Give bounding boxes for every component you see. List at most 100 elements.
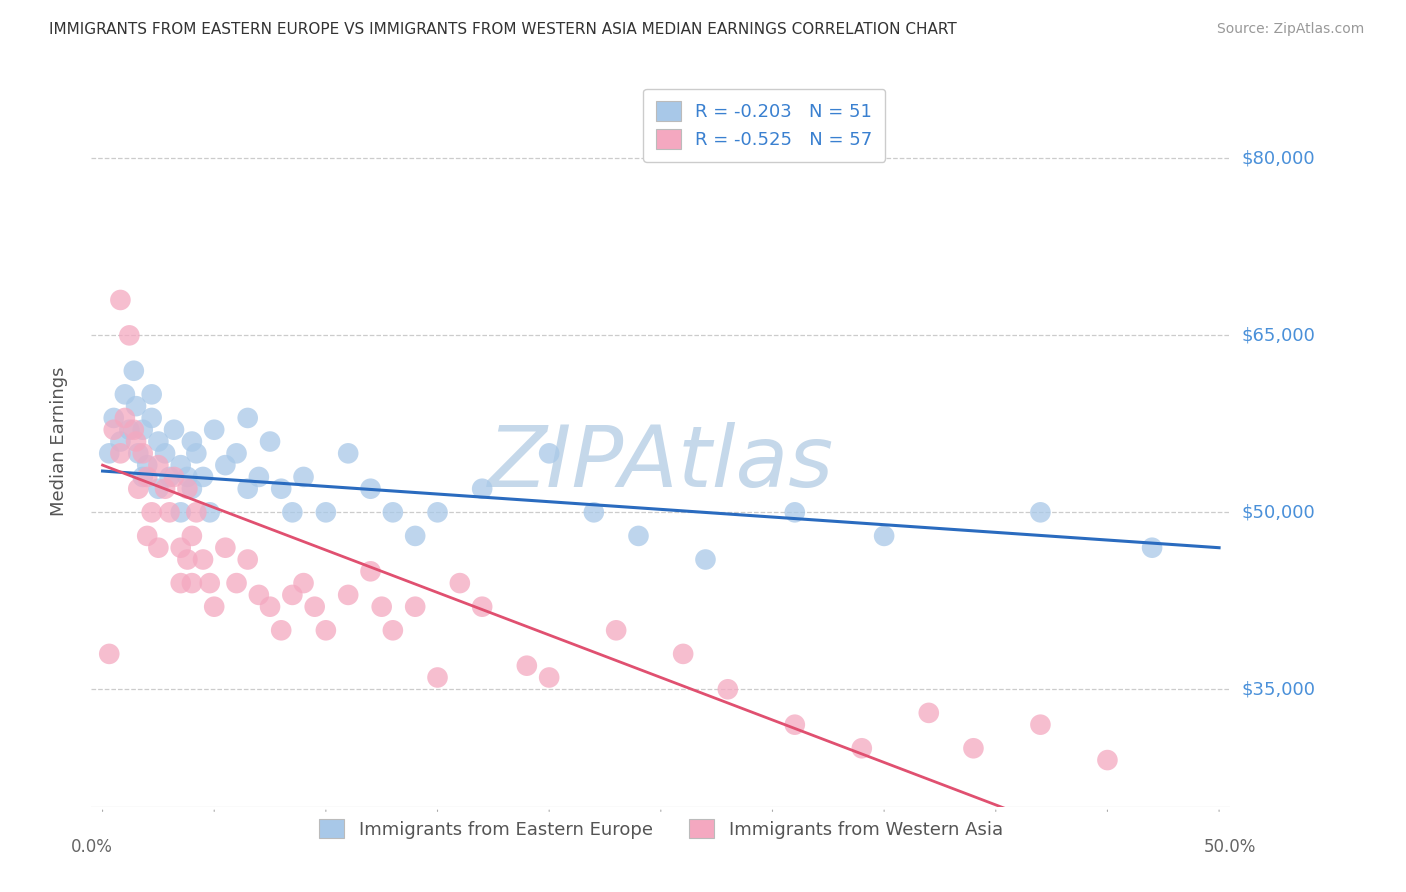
Point [247, 470, 270, 484]
Point [132, 423, 155, 437]
Point [122, 364, 145, 378]
Point [186, 505, 208, 519]
Point [1029, 505, 1052, 519]
Point [110, 434, 132, 449]
Text: IMMIGRANTS FROM EASTERN EUROPE VS IMMIGRANTS FROM WESTERN ASIA MEDIAN EARNINGS C: IMMIGRANTS FROM EASTERN EUROPE VS IMMIGR… [49, 22, 957, 37]
Text: 50.0%: 50.0% [1204, 838, 1257, 855]
Point [153, 482, 176, 496]
Point [605, 624, 627, 638]
Point [180, 482, 202, 496]
Point [236, 552, 259, 566]
Point [110, 293, 132, 307]
Point [292, 470, 315, 484]
Point [225, 576, 247, 591]
Point [315, 624, 337, 638]
Point [180, 576, 202, 591]
Point [404, 599, 426, 614]
Point [180, 434, 202, 449]
Point [259, 599, 281, 614]
Point [159, 505, 181, 519]
Point [136, 470, 159, 484]
Text: $35,000: $35,000 [1241, 681, 1316, 698]
Point [127, 482, 149, 496]
Point [360, 482, 382, 496]
Point [141, 505, 163, 519]
Point [125, 399, 148, 413]
Point [114, 411, 136, 425]
Point [141, 411, 163, 425]
Point [270, 624, 292, 638]
Point [127, 446, 149, 460]
Point [122, 423, 145, 437]
Point [538, 446, 561, 460]
Point [873, 529, 896, 543]
Point [170, 458, 193, 472]
Point [202, 599, 225, 614]
Point [141, 387, 163, 401]
Point [170, 541, 193, 555]
Point [259, 434, 281, 449]
Point [918, 706, 941, 720]
Point [191, 470, 214, 484]
Point [176, 552, 198, 566]
Legend: Immigrants from Eastern Europe, Immigrants from Western Asia: Immigrants from Eastern Europe, Immigran… [312, 812, 1010, 846]
Point [170, 576, 193, 591]
Point [118, 423, 141, 437]
Point [153, 446, 176, 460]
Point [170, 505, 193, 519]
Point [717, 682, 740, 697]
Point [125, 434, 148, 449]
Text: Source: ZipAtlas.com: Source: ZipAtlas.com [1216, 22, 1364, 37]
Point [136, 529, 159, 543]
Point [214, 458, 236, 472]
Point [132, 470, 155, 484]
Point [180, 529, 202, 543]
Point [198, 505, 221, 519]
Point [148, 541, 170, 555]
Point [191, 552, 214, 566]
Point [426, 505, 449, 519]
Point [292, 576, 315, 591]
Point [98, 446, 121, 460]
Point [118, 328, 141, 343]
Point [426, 671, 449, 685]
Point [1140, 541, 1163, 555]
Point [381, 624, 404, 638]
Point [114, 387, 136, 401]
Point [270, 482, 292, 496]
Point [198, 576, 221, 591]
Point [202, 423, 225, 437]
Point [214, 541, 236, 555]
Point [163, 470, 186, 484]
Point [103, 411, 125, 425]
Point [381, 505, 404, 519]
Point [247, 588, 270, 602]
Point [281, 588, 304, 602]
Point [281, 505, 304, 519]
Point [516, 658, 538, 673]
Point [136, 458, 159, 472]
Point [538, 671, 561, 685]
Point [98, 647, 121, 661]
Point [404, 529, 426, 543]
Point [337, 588, 360, 602]
Point [148, 434, 170, 449]
Point [110, 446, 132, 460]
Point [783, 717, 806, 731]
Point [236, 482, 259, 496]
Point [962, 741, 984, 756]
Point [449, 576, 471, 591]
Point [163, 423, 186, 437]
Point [132, 446, 155, 460]
Text: $50,000: $50,000 [1241, 503, 1315, 521]
Text: ZIPAtlas: ZIPAtlas [488, 422, 834, 505]
Point [315, 505, 337, 519]
Point [471, 482, 494, 496]
Point [627, 529, 650, 543]
Point [1029, 717, 1052, 731]
Point [304, 599, 326, 614]
Point [176, 482, 198, 496]
Point [851, 741, 873, 756]
Text: $80,000: $80,000 [1241, 149, 1315, 168]
Point [695, 552, 717, 566]
